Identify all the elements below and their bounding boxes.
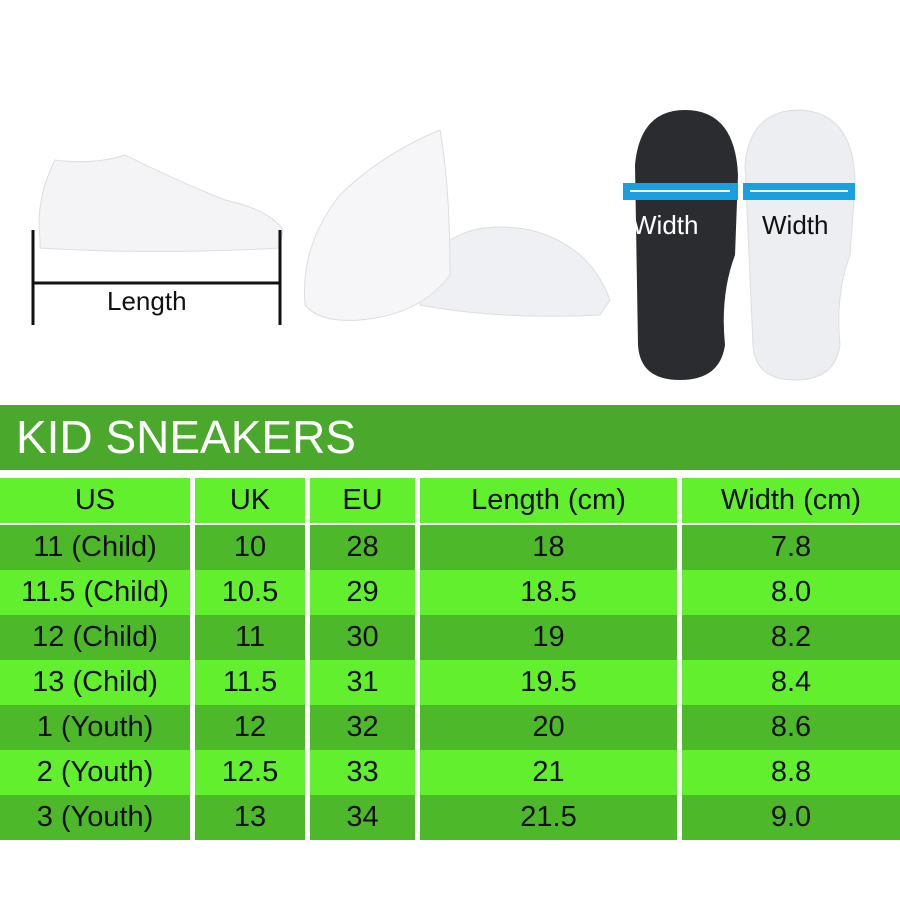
table-cell: 10 [233, 531, 267, 563]
table-cell: 12 (Child) [32, 621, 158, 653]
table-cell: 8.0 [770, 576, 812, 608]
column-divider [415, 476, 420, 840]
table-cell: 10.5 [221, 576, 279, 608]
table-cell: 18.5 [520, 576, 577, 608]
width-label-light: Width [762, 210, 829, 240]
table-cell: 11.5 [222, 666, 278, 698]
shoe-pair-image [300, 125, 615, 325]
sneaker-side-icon [31, 154, 284, 325]
table-cell: 19 [532, 621, 565, 653]
table-cell: 13 [233, 801, 267, 833]
table-cell: 34 [346, 801, 379, 833]
table-cell: 30 [346, 621, 379, 653]
sneaker-pair-icon [303, 129, 611, 321]
table-cell: 21.5 [520, 801, 577, 833]
table-cell: 13 (Child) [32, 666, 158, 698]
table-cell: 31 [346, 666, 379, 698]
table-cell: 32 [346, 711, 379, 743]
column-header: UK [229, 484, 271, 516]
column-divider [677, 476, 682, 840]
length-label: Length [107, 286, 187, 316]
table-cell: 11 (Child) [33, 531, 157, 563]
table-cell: 12 [233, 711, 267, 743]
table-cell: 33 [346, 756, 379, 788]
table-cell: 7.8 [770, 531, 812, 563]
table-row: 11.5 (Child) 10.5 29 18.5 8.0 [0, 570, 900, 615]
sole-width-image: Width Width [620, 105, 865, 385]
table-row: 3 (Youth) 13 34 21.5 9.0 [0, 795, 900, 840]
table-cell: 21 [532, 756, 565, 788]
shoe-side-image: Length [25, 140, 290, 330]
sole-icon [623, 109, 856, 381]
table-cell: 8.8 [770, 756, 812, 788]
table-cell: 2 (Youth) [36, 756, 154, 788]
table-cell: 28 [346, 531, 379, 563]
width-label-dark: Width [632, 210, 699, 240]
column-header: US [74, 484, 116, 516]
table-cell: 12.5 [221, 756, 279, 788]
table-cell: 8.2 [770, 621, 812, 653]
column-divider [305, 476, 310, 840]
table-cell: 11.5 (Child) [21, 576, 169, 608]
table-cell: 19.5 [520, 666, 577, 698]
table-row: 12 (Child) 11 30 19 8.2 [0, 615, 900, 660]
table-row: 11 (Child) 10 28 18 7.8 [0, 525, 900, 570]
table-cell: 18 [532, 531, 565, 563]
table-cell: 9.0 [770, 801, 812, 833]
table-cell: 1 (Youth) [36, 711, 154, 743]
table-cell: 3 (Youth) [36, 801, 154, 833]
column-divider [190, 476, 195, 840]
column-header: Length (cm) [471, 484, 626, 516]
column-header: Width (cm) [720, 484, 862, 516]
table-cell: 8.4 [770, 666, 812, 698]
table-cell: 20 [532, 711, 565, 743]
table-row: 2 (Youth) 12.5 33 21 8.8 [0, 750, 900, 795]
table-row: 13 (Child) 11.5 31 19.5 8.4 [0, 660, 900, 705]
table-cell: 29 [346, 576, 379, 608]
table-cell: 11 [234, 621, 266, 653]
column-header: EU [342, 484, 383, 516]
table-header: US UK EU Length (cm) Width (cm) [0, 478, 900, 523]
chart-title: KID SNEAKERS [0, 405, 900, 470]
table-row: 1 (Youth) 12 32 20 8.6 [0, 705, 900, 750]
table-cell: 8.6 [770, 711, 812, 743]
